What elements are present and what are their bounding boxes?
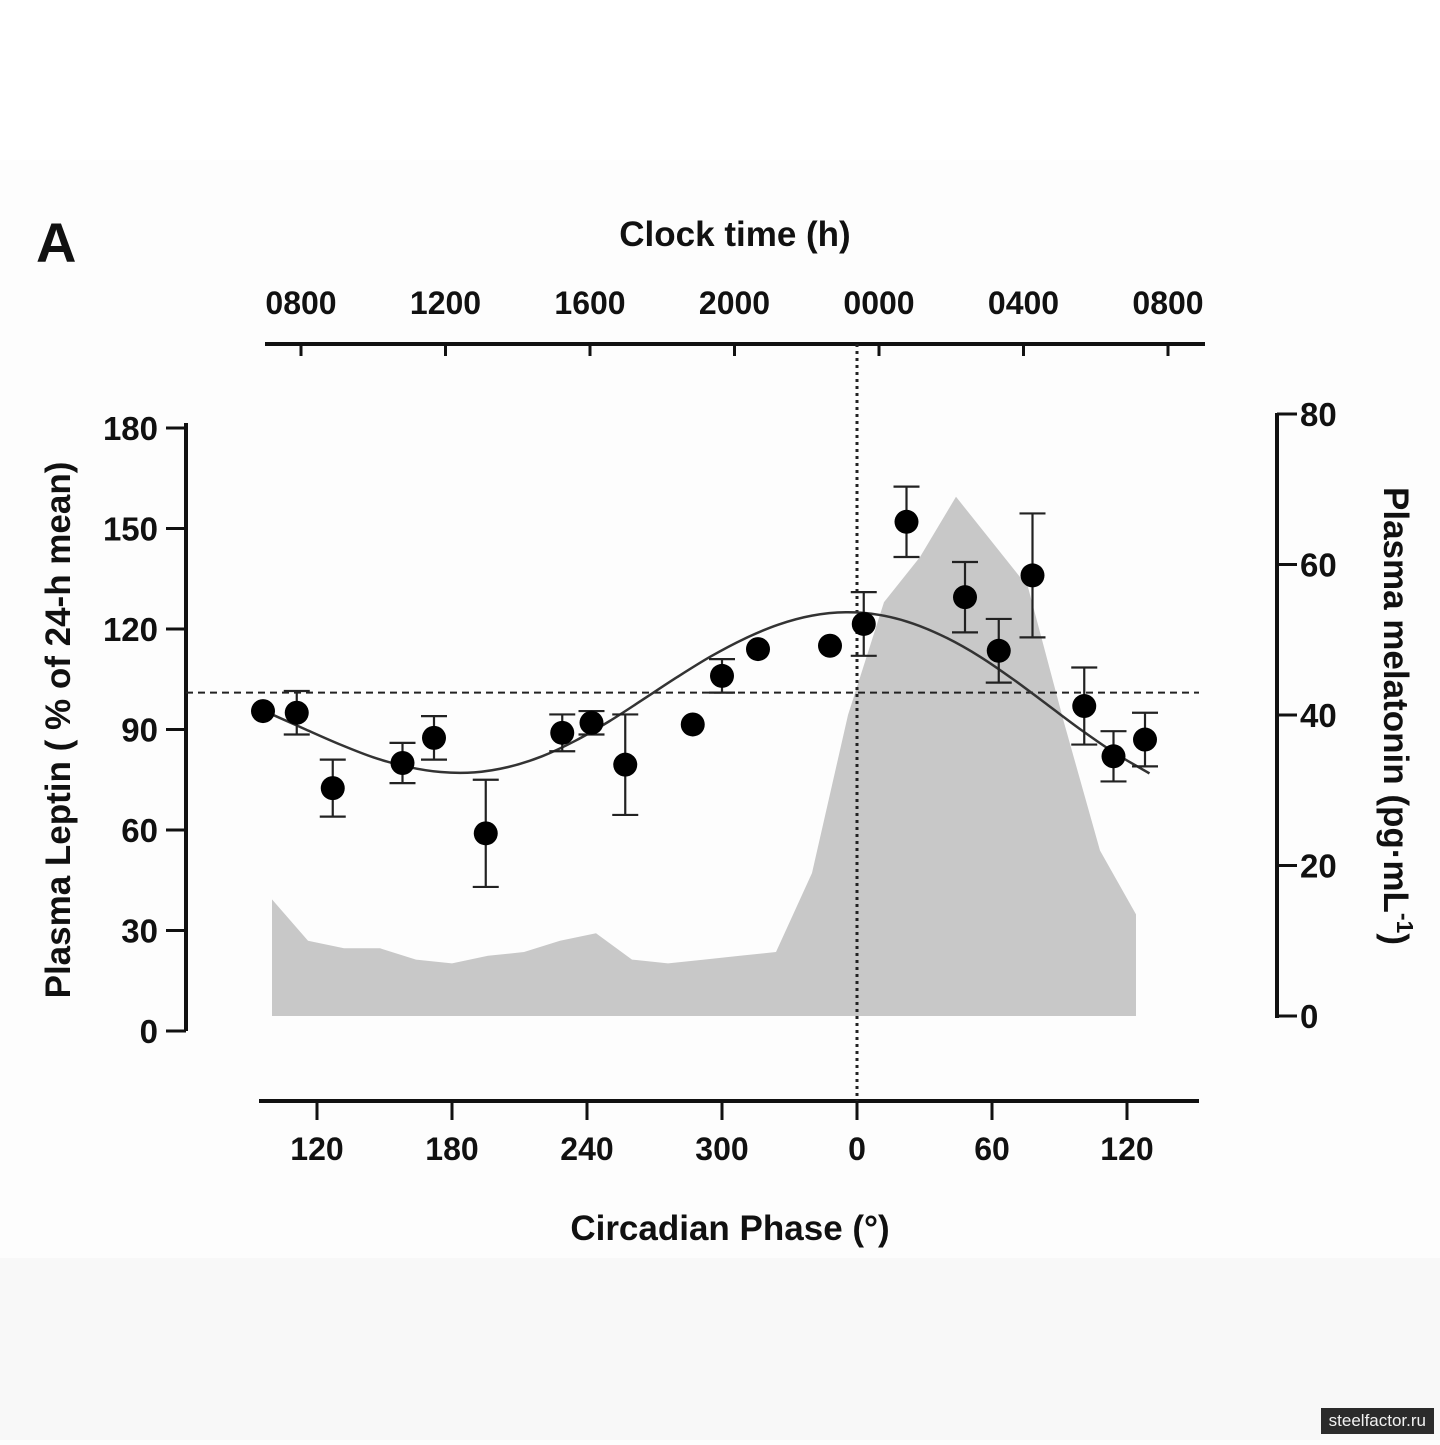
top-tick-label: 1200	[410, 285, 481, 321]
leptin-point	[953, 585, 977, 610]
bottom-axis: Circadian Phase (°) 120 180 240 300 0 60 120	[259, 1099, 1199, 1248]
leptin-point	[422, 725, 446, 750]
leptin-point	[680, 712, 705, 737]
leptin-point	[1072, 694, 1097, 719]
y-tick-label: 0	[140, 1013, 158, 1050]
y-tick-label: 150	[103, 511, 158, 548]
y2-axis-title: Plasma melatonin (pg·mL-1)	[1376, 487, 1418, 945]
x-tick-label: 240	[560, 1131, 613, 1167]
y-tick-label: 30	[121, 913, 158, 950]
y2-tick-label: 60	[1300, 547, 1337, 584]
y2-tick-label: 20	[1300, 848, 1337, 885]
leptin-point	[1101, 744, 1126, 769]
top-tick-label: 2000	[699, 285, 770, 321]
leptin-point	[851, 611, 876, 636]
leptin-point	[894, 509, 919, 534]
y-tick-label: 60	[121, 812, 158, 849]
leptin-point	[579, 710, 604, 735]
y-tick-label: 120	[103, 611, 158, 648]
top-axis: Clock time (h) 0800 1200 1600 2000 0000 0400 0…	[265, 215, 1205, 356]
leptin-point	[284, 700, 309, 725]
y-axis-title: Plasma Leptin ( % of 24-h mean)	[39, 462, 78, 999]
leptin-point	[613, 752, 638, 777]
y2-tick-label: 40	[1300, 697, 1337, 734]
leptin-points-layer	[251, 485, 1158, 889]
y2-tick-label: 0	[1300, 998, 1318, 1035]
x-tick-label: 60	[974, 1131, 1010, 1167]
leptin-point	[251, 699, 275, 724]
watermark: steelfactor.ru	[1320, 1408, 1434, 1434]
top-tick-label: 0400	[988, 285, 1059, 321]
top-tick-label: 0800	[265, 285, 336, 321]
leptin-point	[550, 720, 575, 745]
leptin-point	[1020, 563, 1045, 588]
leptin-point	[818, 633, 842, 658]
top-axis-title: Clock time (h)	[619, 215, 850, 254]
leptin-point	[746, 637, 770, 662]
right-axis: Plasma melatonin (pg·mL-1) 0 20 40 60 80	[1275, 396, 1418, 1035]
left-axis: Plasma Leptin ( % of 24-h mean) 0 30 60 90 1…	[39, 410, 188, 1050]
top-tick-label: 0800	[1132, 285, 1203, 321]
leptin-point	[710, 663, 734, 688]
y2-axis-title-main: Plasma melatonin (pg·mL	[1376, 487, 1415, 913]
x-tick-label: 120	[290, 1131, 343, 1167]
leptin-point	[986, 638, 1011, 663]
x-axis-title: Circadian Phase (°)	[570, 1209, 889, 1248]
leptin-point	[320, 776, 345, 801]
y-tick-label: 180	[103, 410, 158, 447]
top-tick-label: 1600	[554, 285, 625, 321]
leptin-point	[473, 821, 498, 846]
x-tick-label: 0	[848, 1131, 866, 1167]
y-tick-label: 90	[121, 712, 158, 749]
top-tick-label: 0000	[843, 285, 914, 321]
x-tick-label: 180	[425, 1131, 478, 1167]
x-tick-label: 120	[1100, 1131, 1153, 1167]
leptin-point	[1133, 727, 1157, 752]
y2-tick-label: 80	[1300, 396, 1337, 433]
leptin-point	[390, 751, 415, 775]
x-tick-label: 300	[695, 1131, 748, 1167]
cosinor-fit-curve	[271, 610, 1151, 775]
y2-axis-title-close: )	[1376, 933, 1415, 945]
y2-axis-title-sup: -1	[1392, 913, 1418, 934]
panel-label: A	[36, 211, 76, 274]
